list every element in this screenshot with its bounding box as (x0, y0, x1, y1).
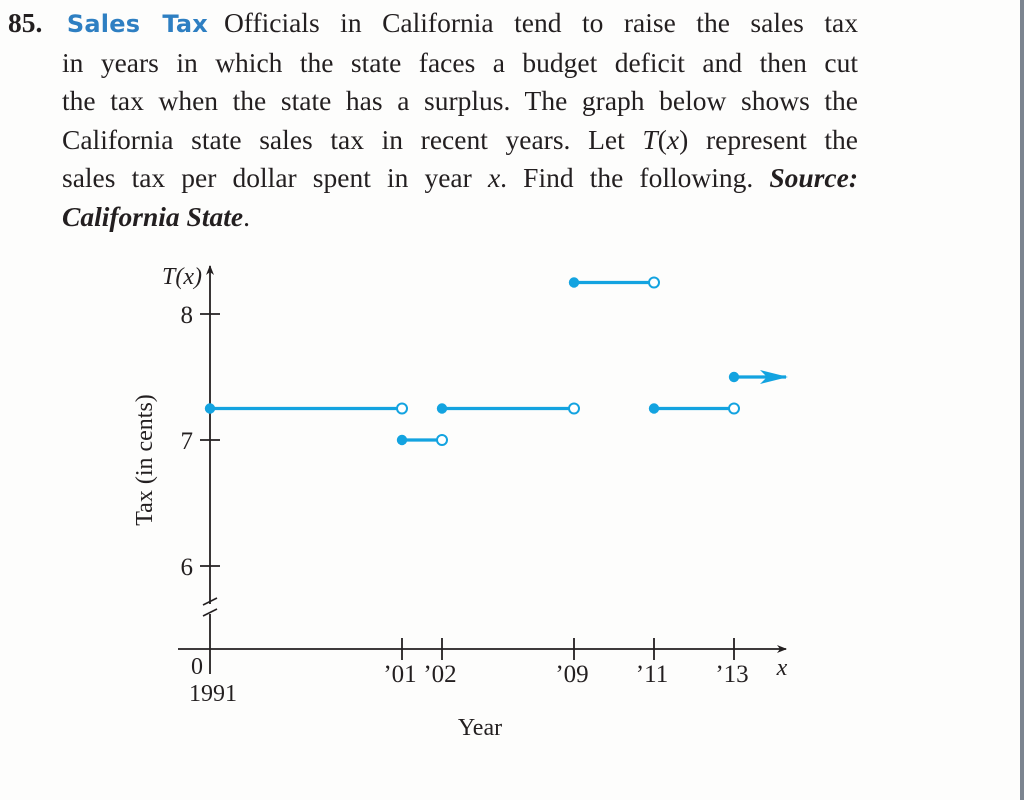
window-border (1020, 0, 1024, 800)
paren-close: ) (679, 123, 689, 155)
step-series (204, 276, 788, 446)
problem-text-fragment: sales tax per dollar spent in year (62, 162, 488, 193)
x-tick-label: ’02 (423, 661, 456, 688)
sales-tax-step-graph: 6 7 8 ’01 ’02 ’09 ’11 ’13 T(x) x 0 1991 Year T… (132, 264, 788, 741)
x-ticks: ’01 ’02 ’09 ’11 ’13 (383, 638, 749, 688)
source-name: California State (62, 200, 244, 232)
problem-line-3: the tax when the state has a surplus. Th… (62, 85, 858, 116)
x-axis-variable-label: x (776, 655, 788, 681)
step-segment (728, 370, 788, 384)
closed-endpoint (396, 434, 408, 446)
x-origin-label: 0 (191, 654, 203, 680)
problem-line-6: California State. (8, 198, 858, 237)
problem-text-fragment: . Find the following. (500, 162, 770, 193)
step-segment (648, 402, 740, 415)
problem-number: 85. (8, 7, 43, 38)
y-axis-variable-label: T(x) (162, 264, 202, 290)
function-variable: x (666, 123, 680, 155)
x-axis-title: Year (458, 715, 502, 741)
closed-endpoint (204, 403, 216, 414)
function-name: T (642, 123, 658, 155)
problem-line-2: in years in which the state faces a budg… (62, 46, 858, 78)
problem-text: 85. Sales Tax Officials in California ten… (8, 4, 858, 236)
problem-text-fragment: California state sales tax in recent yea… (62, 123, 643, 155)
open-endpoint (728, 402, 740, 415)
open-endpoint (648, 276, 660, 289)
y-tick-label: 8 (181, 302, 194, 329)
paren-open: ( (657, 123, 667, 155)
problem-line-1: 85. Sales Tax Officials in California ten… (8, 4, 858, 44)
problem-line-5: sales tax per dollar spent in year x. Fi… (8, 159, 858, 198)
problem-title: Sales Tax (66, 10, 208, 38)
problem-line-4: California state sales tax in recent yea… (8, 121, 858, 160)
open-endpoint (396, 402, 408, 415)
step-segment (396, 434, 448, 446)
x-origin-year-label: 1991 (189, 681, 237, 707)
closed-endpoint (568, 277, 580, 288)
x-tick-label: ’01 (383, 661, 416, 688)
variable-x: x (487, 162, 501, 193)
axes (178, 265, 787, 674)
x-tick-label: ’11 (636, 661, 668, 688)
closed-endpoint (648, 403, 660, 414)
y-ticks: 6 7 8 (181, 302, 220, 581)
closed-endpoint (436, 403, 448, 414)
step-segment (568, 276, 660, 289)
step-segment (204, 402, 408, 415)
step-segment (436, 402, 580, 415)
closed-endpoint (728, 371, 740, 383)
y-axis-title: Tax (in cents) (132, 394, 158, 526)
y-tick-label: 6 (181, 554, 194, 581)
problem-text-line: Officials in California tend to raise th… (223, 7, 859, 38)
period: . (243, 200, 250, 232)
open-endpoint (568, 402, 580, 415)
y-tick-label: 7 (181, 428, 194, 455)
source-label: Source: (769, 162, 858, 193)
x-tick-label: ’09 (555, 661, 588, 688)
axis-break-mark (202, 597, 218, 606)
axis-break-mark (202, 608, 218, 617)
x-tick-label: ’13 (715, 661, 748, 688)
open-endpoint (436, 434, 448, 446)
problem-text-fragment: represent the (705, 123, 858, 155)
